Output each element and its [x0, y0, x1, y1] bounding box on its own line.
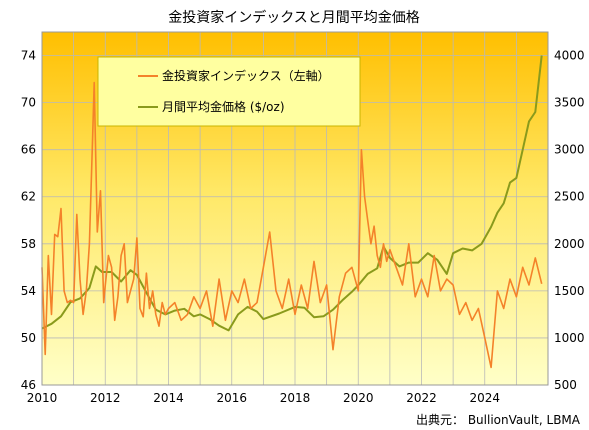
y-right-tick-label: 1000	[554, 331, 585, 345]
y-right-tick-label: 500	[554, 378, 577, 392]
y-left-tick-label: 74	[21, 49, 36, 63]
y-axis-left-ticks: 46 50 54 58 62 66 70 74	[21, 49, 36, 392]
chart-title: 金投資家インデックスと月間平均金価格	[168, 9, 420, 26]
y-left-tick-label: 62	[21, 190, 36, 204]
y-left-tick-label: 46	[21, 378, 36, 392]
x-axis-ticks: 2010 2012 2014 2016 2018 2020 2022 2024	[27, 391, 500, 405]
legend-label-gold-price: 月間平均金価格 ($/oz)	[162, 99, 285, 114]
x-tick-label: 2024	[469, 391, 500, 405]
plot-border	[41, 31, 549, 386]
x-tick-label: 2010	[27, 391, 58, 405]
source-note: 出典元： BullionVault, LBMA	[416, 413, 581, 427]
x-tick-label: 2012	[90, 391, 121, 405]
series-lines	[41, 31, 549, 386]
x-tick-label: 2014	[153, 391, 184, 405]
y-left-tick-label: 54	[21, 284, 36, 298]
y-right-tick-label: 2500	[554, 190, 585, 204]
y-axis-right-ticks: 500 1000 1500 2000 2500 3000 3500 4000	[554, 49, 585, 392]
y-right-tick-label: 1500	[554, 284, 585, 298]
y-left-tick-label: 70	[21, 96, 36, 110]
x-tick-label: 2018	[280, 391, 311, 405]
y-right-tick-label: 3500	[554, 96, 585, 110]
y-left-tick-label: 66	[21, 143, 36, 157]
y-left-tick-label: 50	[21, 331, 36, 345]
y-right-tick-label: 3000	[554, 143, 585, 157]
x-tick-label: 2022	[406, 391, 437, 405]
y-right-tick-label: 4000	[554, 49, 585, 63]
legend: 金投資家インデックス（左軸） 月間平均金価格 ($/oz)	[97, 56, 361, 127]
x-tick-label: 2016	[216, 391, 247, 405]
legend-label-index: 金投資家インデックス（左軸）	[162, 68, 330, 83]
y-right-tick-label: 2000	[554, 237, 585, 251]
series-line-investor-index	[41, 81, 543, 369]
legend-box	[97, 56, 361, 127]
x-tick-label: 2020	[343, 391, 374, 405]
y-left-tick-label: 58	[21, 237, 36, 251]
